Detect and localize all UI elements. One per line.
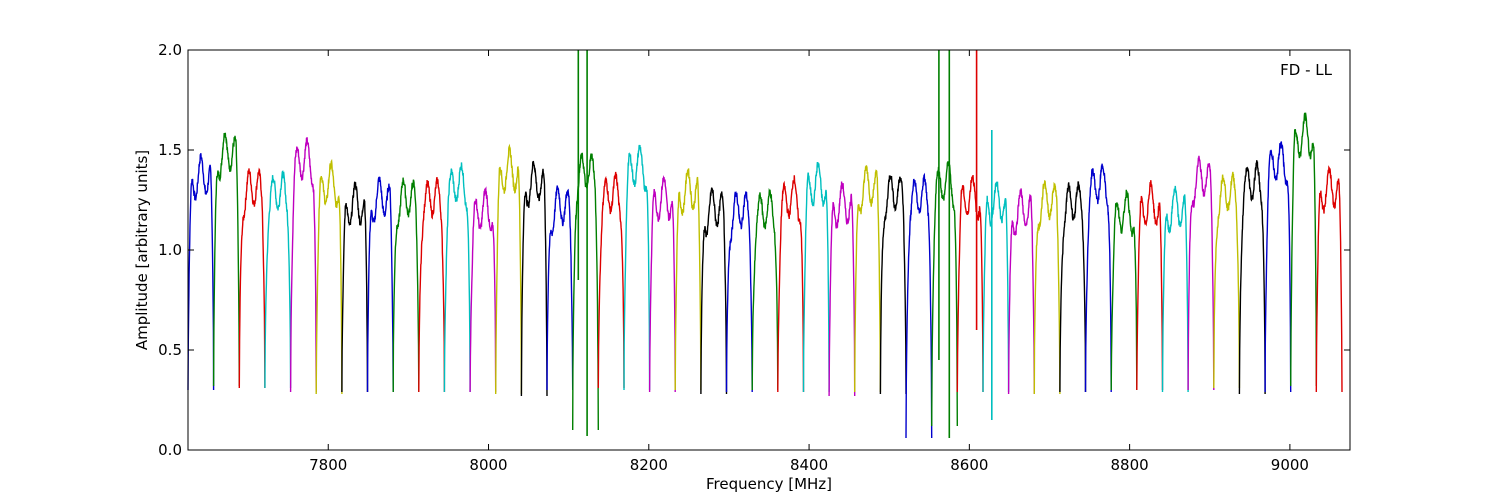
band-series-36 bbox=[1084, 163, 1112, 393]
band-series-37 bbox=[1110, 189, 1138, 391]
plot-annotation: FD - LL bbox=[1280, 61, 1332, 79]
y-tick-label: 1.0 bbox=[158, 241, 182, 259]
band-series-42 bbox=[1238, 160, 1266, 395]
band-series-16 bbox=[572, 152, 599, 431]
y-tick-label: 2.0 bbox=[158, 41, 182, 59]
band-series-1 bbox=[187, 153, 215, 391]
x-tick-label: 7800 bbox=[309, 456, 347, 474]
band-series-41 bbox=[1213, 171, 1241, 389]
band-series-43 bbox=[1264, 141, 1292, 393]
band-series-39 bbox=[1161, 185, 1189, 393]
band-series-10 bbox=[418, 176, 446, 393]
x-tick-label: 9000 bbox=[1271, 456, 1309, 474]
band-series-3 bbox=[238, 167, 266, 389]
band-series-44 bbox=[1290, 112, 1317, 387]
band-series-35 bbox=[1059, 181, 1087, 393]
band-series-28 bbox=[879, 175, 907, 395]
band-series-8 bbox=[366, 176, 394, 393]
band-series-9 bbox=[392, 177, 420, 393]
x-tick-label: 8800 bbox=[1111, 456, 1149, 474]
x-axis-label: Frequency [MHz] bbox=[706, 475, 832, 493]
plot-background bbox=[188, 50, 1350, 450]
band-series-38 bbox=[1136, 180, 1164, 391]
y-tick-label: 0.0 bbox=[158, 441, 182, 459]
x-axis-ticks: 7800 8000 8200 8400 8600 8800 9000 bbox=[309, 50, 1309, 474]
y-axis-ticks: 0.0 0.5 1.0 1.5 2.0 bbox=[158, 41, 1350, 459]
series-layer bbox=[187, 112, 1343, 439]
band-series-34 bbox=[1033, 179, 1061, 395]
band-series-15 bbox=[546, 185, 574, 391]
y-axis-label: Amplitude [arbitrary units] bbox=[133, 150, 151, 350]
band-series-24 bbox=[777, 175, 805, 393]
band-series-11 bbox=[443, 162, 471, 393]
band-series-31 bbox=[956, 174, 984, 393]
band-series-17 bbox=[597, 171, 625, 389]
x-tick-label: 8000 bbox=[469, 456, 507, 474]
band-series-2 bbox=[212, 132, 240, 387]
band-series-30 bbox=[931, 161, 958, 427]
x-tick-label: 8400 bbox=[790, 456, 828, 474]
band-series-27 bbox=[854, 165, 882, 393]
band-series-14 bbox=[520, 160, 548, 397]
band-series-22 bbox=[725, 191, 753, 393]
band-series-29 bbox=[905, 172, 933, 439]
band-series-6 bbox=[315, 158, 343, 395]
band-series-32 bbox=[982, 181, 1010, 393]
band-series-5 bbox=[289, 137, 317, 393]
band-series-23 bbox=[751, 187, 779, 391]
band-series-12 bbox=[469, 186, 497, 393]
band-series-40 bbox=[1187, 155, 1215, 391]
spike-layer bbox=[577, 50, 993, 438]
band-series-33 bbox=[1007, 188, 1035, 395]
band-series-21 bbox=[700, 187, 728, 395]
y-tick-label: 1.5 bbox=[158, 141, 182, 159]
band-series-26 bbox=[828, 181, 856, 397]
band-series-45 bbox=[1315, 165, 1343, 393]
band-series-7 bbox=[341, 181, 369, 393]
band-series-20 bbox=[674, 168, 702, 391]
band-series-13 bbox=[495, 143, 523, 395]
y-tick-label: 0.5 bbox=[158, 341, 182, 359]
band-series-4 bbox=[264, 170, 292, 389]
band-series-18 bbox=[623, 144, 651, 391]
band-series-25 bbox=[802, 162, 830, 393]
x-tick-label: 8600 bbox=[950, 456, 988, 474]
x-tick-label: 8200 bbox=[630, 456, 668, 474]
band-series-19 bbox=[648, 174, 676, 393]
